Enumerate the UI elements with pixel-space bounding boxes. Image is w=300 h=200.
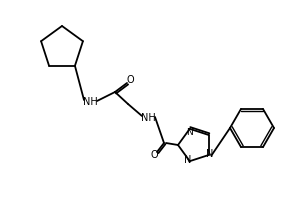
Text: N: N — [206, 149, 213, 159]
Text: O: O — [126, 75, 134, 85]
Text: O: O — [150, 150, 158, 160]
Text: NH: NH — [82, 97, 98, 107]
Text: N: N — [186, 128, 193, 137]
Text: NH: NH — [141, 113, 155, 123]
Text: N: N — [184, 155, 191, 165]
